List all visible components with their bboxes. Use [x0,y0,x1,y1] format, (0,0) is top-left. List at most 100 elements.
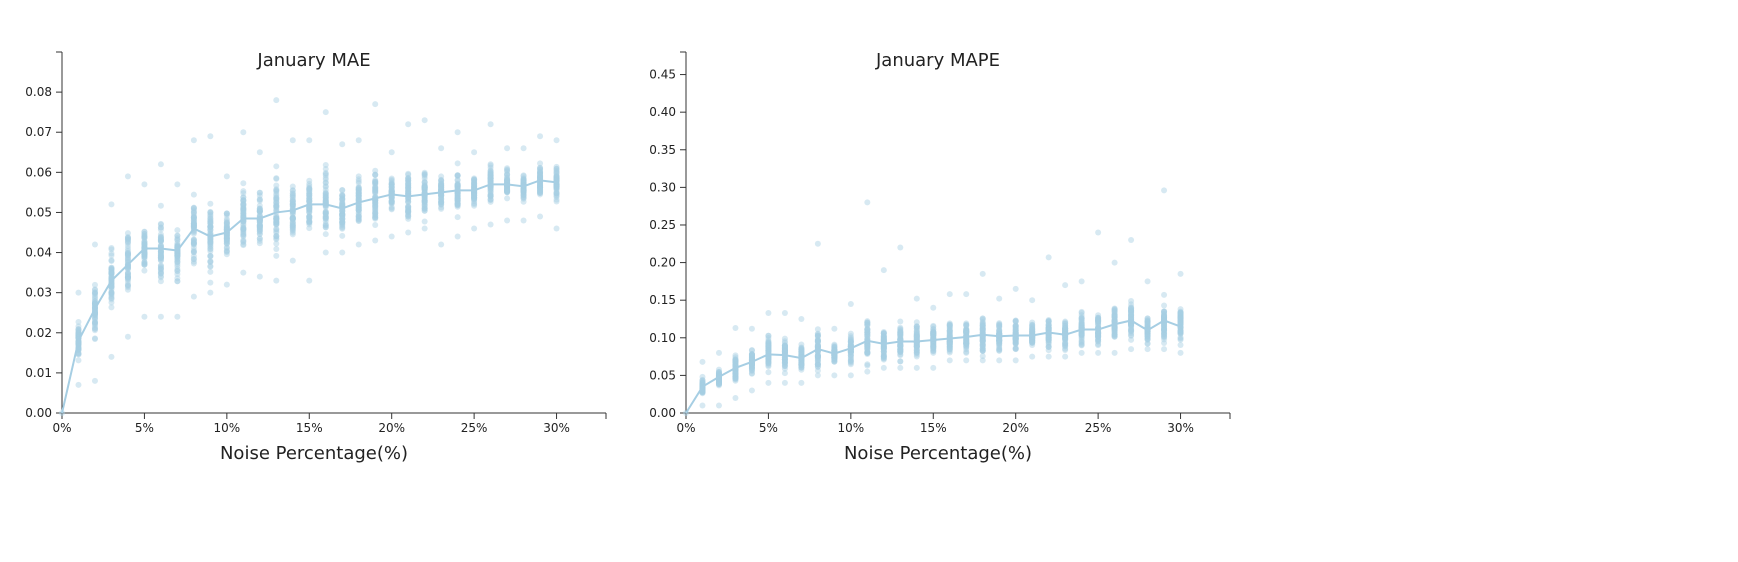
data-point [108,289,115,296]
data-point [339,224,346,231]
data-point [732,361,739,368]
data-point [240,228,247,235]
data-point [831,344,838,351]
data-point [141,253,148,260]
data-point [1177,328,1184,335]
data-point [553,188,560,195]
data-point [223,245,230,252]
data-point [322,166,329,173]
data-point [864,362,871,369]
data-point [322,224,329,231]
data-point [946,345,953,352]
data-point [421,117,428,124]
data-point [355,207,362,214]
data-point [322,208,329,215]
data-point [471,149,478,156]
data-point [913,332,920,339]
data-point [930,343,937,350]
data-point [487,191,494,198]
data-point [421,207,428,214]
data-point [438,177,445,184]
data-point [699,390,706,397]
data-point [256,196,263,203]
data-point [157,254,164,261]
data-point [240,210,247,217]
data-point [864,341,871,348]
data-point [339,215,346,222]
data-point [355,192,362,199]
data-point [454,182,461,189]
data-point [124,272,131,279]
data-point [240,237,247,244]
data-point [930,341,937,348]
data-point [537,184,544,191]
data-point [306,218,313,225]
data-point [504,171,511,178]
data-point [306,218,313,225]
data-point [289,210,296,217]
data-point [880,345,887,352]
data-point [223,210,230,217]
data-point [454,190,461,197]
data-point [388,199,395,206]
data-point [223,223,230,230]
data-point [174,258,181,265]
data-point [223,236,230,243]
data-point [880,355,887,362]
data-point [141,261,148,268]
data-point [207,209,214,216]
data-point [273,233,280,240]
data-point [553,137,560,144]
data-point [306,214,313,221]
data-point [322,198,329,205]
data-point [504,187,511,194]
data-point [765,343,772,350]
data-point [438,184,445,191]
data-point [699,379,706,386]
data-point [748,363,755,370]
data-point [273,202,280,209]
data-point [141,250,148,257]
data-point [405,174,412,181]
data-point [699,379,706,386]
data-point [732,370,739,377]
data-point [207,223,214,230]
data-point [355,216,362,223]
data-point [372,201,379,208]
data-point [913,323,920,330]
data-point [1062,353,1069,360]
data-point [157,242,164,249]
data-point [339,215,346,222]
data-point [715,379,722,386]
data-point [732,373,739,380]
data-point [256,192,263,199]
data-point [781,356,788,363]
data-point [520,198,527,205]
data-point [471,175,478,182]
data-point [748,350,755,357]
data-point [273,229,280,236]
data-point [537,166,544,173]
data-point [174,237,181,244]
data-point [1111,328,1118,335]
data-point [372,212,379,219]
data-point [223,244,230,251]
data-point [174,250,181,257]
data-point [108,269,115,276]
data-point [339,216,346,223]
data-point [157,252,164,259]
data-point [897,328,904,335]
data-point [814,357,821,364]
data-point [781,348,788,355]
data-point [831,354,838,361]
data-point [108,268,115,275]
data-point [913,343,920,350]
data-point [847,338,854,345]
data-point [157,224,164,231]
data-point [174,251,181,258]
data-point [520,177,527,184]
data-point [421,179,428,186]
data-point [847,350,854,357]
data-point [306,182,313,189]
data-point [141,242,148,249]
